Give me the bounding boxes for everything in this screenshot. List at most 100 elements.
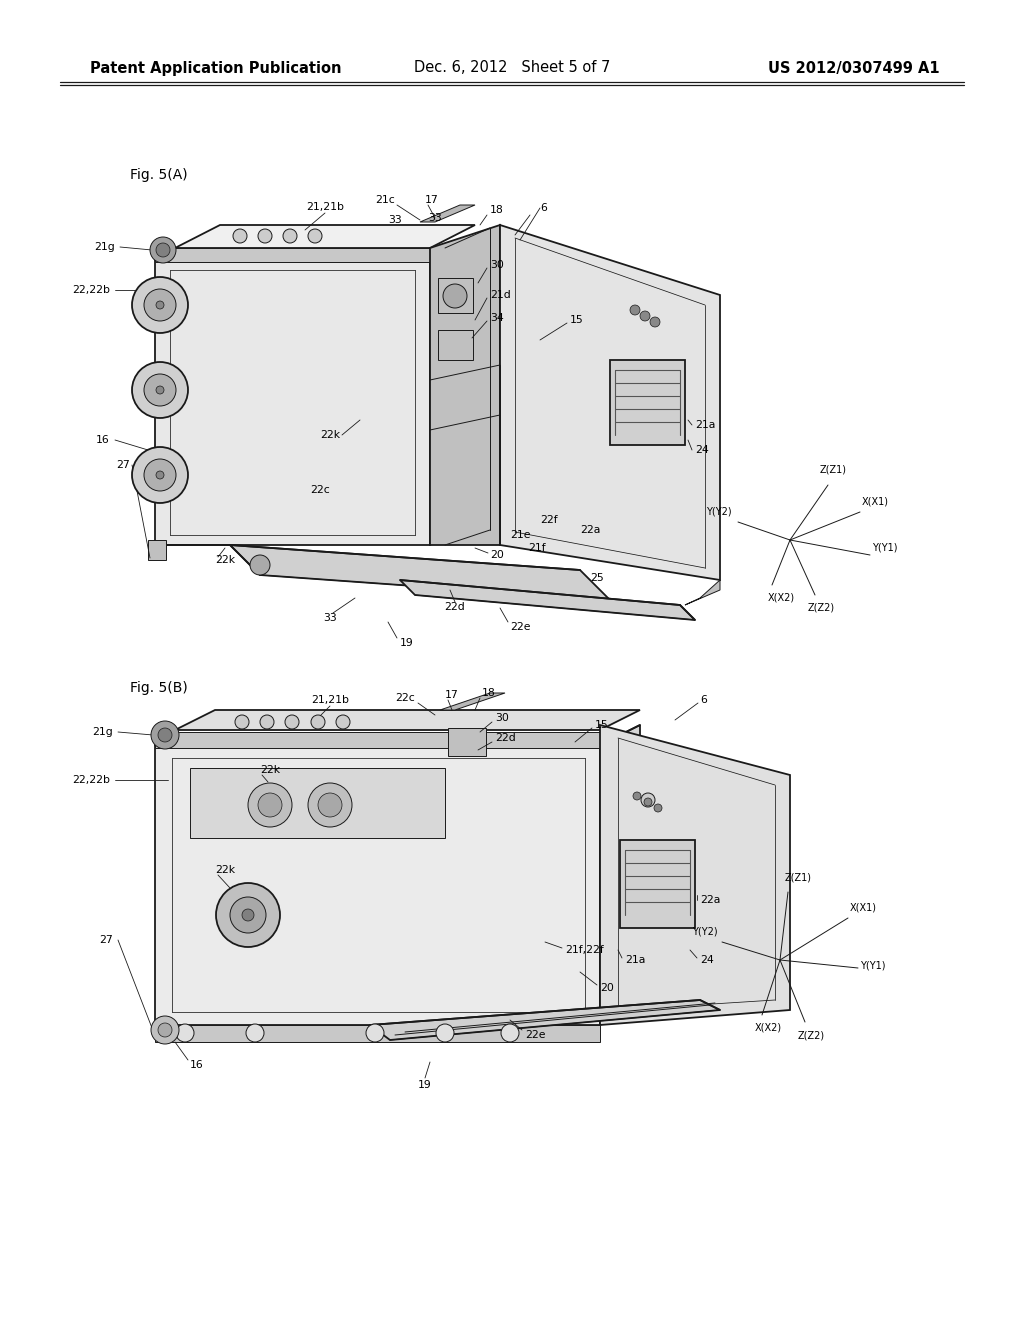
Circle shape bbox=[285, 715, 299, 729]
Text: Y(Y2): Y(Y2) bbox=[692, 927, 718, 937]
Circle shape bbox=[644, 799, 652, 807]
Text: 22a: 22a bbox=[700, 895, 720, 906]
Text: 22k: 22k bbox=[260, 766, 281, 775]
Text: 21d: 21d bbox=[490, 290, 511, 300]
Circle shape bbox=[132, 277, 188, 333]
Circle shape bbox=[283, 228, 297, 243]
Text: 16: 16 bbox=[96, 436, 110, 445]
Text: X(X1): X(X1) bbox=[850, 903, 877, 913]
Circle shape bbox=[216, 883, 280, 946]
Text: 21a: 21a bbox=[625, 954, 645, 965]
Text: 22e: 22e bbox=[510, 622, 530, 632]
Polygon shape bbox=[230, 545, 610, 601]
Polygon shape bbox=[155, 1026, 600, 1041]
Circle shape bbox=[242, 909, 254, 921]
Text: 33: 33 bbox=[388, 215, 401, 224]
Polygon shape bbox=[155, 733, 600, 748]
Text: 22k: 22k bbox=[215, 554, 236, 565]
Text: 22k: 22k bbox=[319, 430, 340, 440]
Text: 30: 30 bbox=[495, 713, 509, 723]
Bar bbox=[438, 330, 473, 360]
Text: Patent Application Publication: Patent Application Publication bbox=[90, 61, 341, 75]
Circle shape bbox=[654, 804, 662, 812]
Text: 21g: 21g bbox=[92, 727, 113, 737]
Text: 21,21b: 21,21b bbox=[311, 696, 349, 705]
Bar bbox=[620, 840, 695, 928]
Polygon shape bbox=[175, 710, 640, 730]
Circle shape bbox=[308, 228, 322, 243]
Text: 33: 33 bbox=[428, 213, 442, 223]
Polygon shape bbox=[500, 224, 720, 579]
Circle shape bbox=[158, 729, 172, 742]
Circle shape bbox=[318, 793, 342, 817]
Circle shape bbox=[150, 238, 176, 263]
Text: 17: 17 bbox=[425, 195, 438, 205]
Text: 21a: 21a bbox=[695, 420, 716, 430]
Polygon shape bbox=[685, 579, 720, 605]
Circle shape bbox=[144, 459, 176, 491]
Circle shape bbox=[156, 471, 164, 479]
Text: Y(Y2): Y(Y2) bbox=[707, 507, 732, 517]
Circle shape bbox=[308, 783, 352, 828]
Text: 18: 18 bbox=[482, 688, 496, 698]
Text: Z(Z1): Z(Z1) bbox=[785, 873, 812, 883]
Text: Y(Y1): Y(Y1) bbox=[860, 960, 886, 970]
Polygon shape bbox=[155, 248, 430, 261]
Text: 16: 16 bbox=[190, 1060, 204, 1071]
Polygon shape bbox=[175, 224, 475, 248]
Text: 21e: 21e bbox=[510, 531, 530, 540]
Text: 22a: 22a bbox=[580, 525, 600, 535]
Circle shape bbox=[260, 715, 274, 729]
Text: 15: 15 bbox=[595, 719, 608, 730]
Bar bbox=[610, 360, 685, 445]
Text: 6: 6 bbox=[540, 203, 547, 213]
Circle shape bbox=[246, 1024, 264, 1041]
Text: 20: 20 bbox=[490, 550, 504, 560]
Circle shape bbox=[501, 1024, 519, 1041]
Circle shape bbox=[156, 301, 164, 309]
Circle shape bbox=[258, 228, 272, 243]
Bar bbox=[148, 540, 166, 560]
Text: 15: 15 bbox=[570, 315, 584, 325]
Polygon shape bbox=[430, 224, 500, 545]
Circle shape bbox=[250, 554, 270, 576]
Circle shape bbox=[630, 305, 640, 315]
Text: 27: 27 bbox=[117, 459, 130, 470]
Text: Dec. 6, 2012   Sheet 5 of 7: Dec. 6, 2012 Sheet 5 of 7 bbox=[414, 61, 610, 75]
Circle shape bbox=[443, 284, 467, 308]
Text: 21f: 21f bbox=[528, 543, 546, 553]
Circle shape bbox=[151, 721, 179, 748]
Bar bbox=[449, 729, 486, 756]
Text: 21c: 21c bbox=[375, 195, 395, 205]
Polygon shape bbox=[155, 744, 600, 1026]
Circle shape bbox=[641, 793, 655, 807]
Circle shape bbox=[258, 793, 282, 817]
Circle shape bbox=[436, 1024, 454, 1041]
Circle shape bbox=[640, 312, 650, 321]
Polygon shape bbox=[440, 693, 505, 710]
Circle shape bbox=[650, 317, 660, 327]
Polygon shape bbox=[400, 579, 695, 620]
Circle shape bbox=[132, 447, 188, 503]
Text: 27: 27 bbox=[99, 935, 113, 945]
Circle shape bbox=[234, 715, 249, 729]
Text: 22c: 22c bbox=[310, 484, 330, 495]
Circle shape bbox=[158, 1023, 172, 1038]
Text: 24: 24 bbox=[700, 954, 714, 965]
Text: 21,21b: 21,21b bbox=[306, 202, 344, 213]
Text: 22f: 22f bbox=[540, 515, 558, 525]
Text: Fig. 5(B): Fig. 5(B) bbox=[130, 681, 187, 696]
Text: 22c: 22c bbox=[395, 693, 415, 704]
Polygon shape bbox=[430, 235, 475, 545]
Text: 25: 25 bbox=[590, 573, 604, 583]
Text: 20: 20 bbox=[600, 983, 613, 993]
Text: X(X1): X(X1) bbox=[862, 498, 889, 507]
Circle shape bbox=[311, 715, 325, 729]
Text: 17: 17 bbox=[445, 690, 459, 700]
Circle shape bbox=[366, 1024, 384, 1041]
Circle shape bbox=[144, 374, 176, 407]
Circle shape bbox=[132, 362, 188, 418]
Circle shape bbox=[233, 228, 247, 243]
Polygon shape bbox=[155, 260, 430, 545]
Text: 19: 19 bbox=[400, 638, 414, 648]
